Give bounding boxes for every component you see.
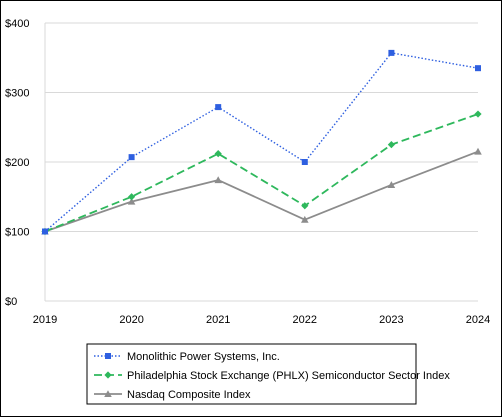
y-tick-label: $0 bbox=[5, 296, 17, 308]
series-line-1 bbox=[44, 113, 479, 233]
series-2-point bbox=[387, 181, 396, 188]
y-tick-label: $100 bbox=[5, 227, 29, 239]
legend-label: Monolithic Power Systems, Inc. bbox=[127, 351, 280, 363]
legend-swatch-marker-2 bbox=[104, 390, 112, 398]
series-0-point bbox=[42, 228, 48, 235]
series-2-point bbox=[474, 147, 482, 155]
x-tick-label: 2019 bbox=[33, 314, 57, 326]
series-line-0 bbox=[44, 52, 479, 233]
series-2-point bbox=[301, 215, 309, 223]
series-layer bbox=[41, 49, 482, 236]
series-1-point bbox=[214, 150, 222, 158]
y-tick-label: $300 bbox=[5, 88, 29, 100]
series-1-point bbox=[474, 110, 482, 118]
series-0-point bbox=[128, 154, 135, 161]
series-1-point bbox=[387, 141, 395, 149]
grid-layer bbox=[45, 22, 478, 302]
series-line-2 bbox=[44, 150, 479, 233]
x-tick-label: 2021 bbox=[206, 314, 230, 326]
x-tick-label: 2022 bbox=[293, 314, 317, 326]
axis-layer: $0 $100 $200 $300 $400 2019 2020 2021 2022 2023 20… bbox=[5, 18, 490, 326]
legend: Monolithic Power Systems, Inc. Philadelph… bbox=[86, 343, 450, 405]
y-tick-label: $400 bbox=[5, 18, 29, 30]
x-tick-label: 2023 bbox=[379, 314, 403, 326]
series-0-point bbox=[301, 159, 308, 165]
legend-label: Philadelphia Stock Exchange (PHLX) Semic… bbox=[127, 370, 450, 382]
legend-swatch-marker-0 bbox=[105, 353, 111, 359]
legend-label: Nasdaq Composite Index bbox=[127, 389, 251, 401]
series-0-point bbox=[215, 104, 222, 111]
series-0-point bbox=[475, 65, 481, 72]
legend-box bbox=[86, 343, 417, 405]
y-tick-label: $200 bbox=[5, 157, 29, 169]
series-1-point bbox=[128, 193, 136, 201]
series-1-point bbox=[301, 202, 309, 210]
legend-swatch-marker-1 bbox=[104, 371, 112, 379]
x-tick-label: 2020 bbox=[119, 314, 143, 326]
x-tick-label: 2024 bbox=[466, 314, 490, 326]
series-2-point bbox=[127, 197, 136, 205]
series-2-point bbox=[214, 176, 222, 184]
series-0-point bbox=[388, 49, 395, 56]
